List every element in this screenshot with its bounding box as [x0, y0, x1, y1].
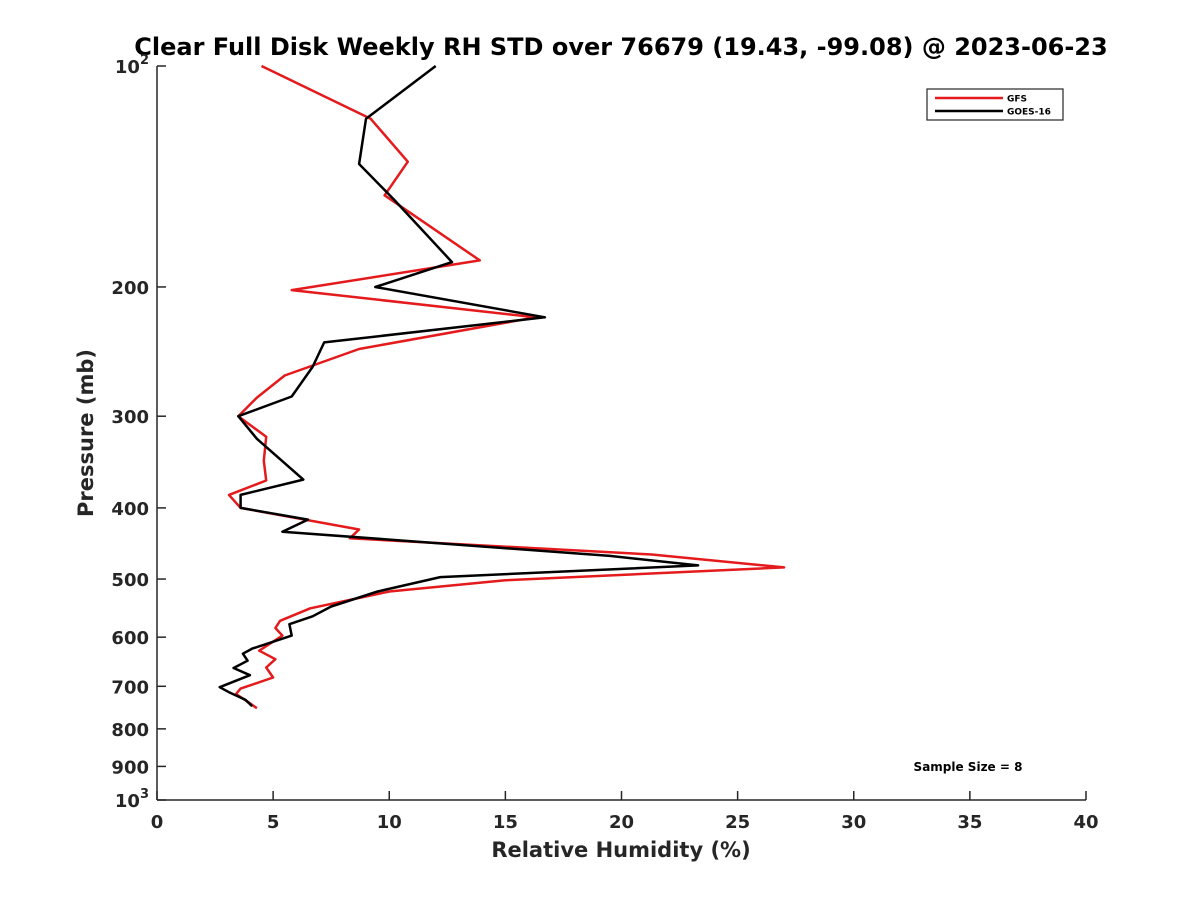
y-tick-exponent: 2 [140, 53, 149, 68]
legend-box [926, 88, 1064, 121]
sample-size-annotation: Sample Size = 8 [914, 760, 1023, 774]
y-tick-base: 10 [115, 791, 140, 812]
x-tick-label: 15 [493, 812, 518, 833]
y-tick-label: 300 [111, 407, 149, 428]
legend-label: GOES-16 [1007, 108, 1051, 118]
x-tick-label: 0 [151, 812, 164, 833]
y-tick-label: 700 [111, 677, 149, 698]
x-tick-label: 40 [1073, 812, 1098, 833]
x-axis: 0 5 10 15 20 25 30 35 40 [151, 791, 1099, 833]
x-axis-label: Relative Humidity (%) [491, 838, 750, 862]
legend-label: GFS [1007, 95, 1027, 105]
series-layer [218, 64, 786, 710]
y-tick-label: 800 [111, 720, 149, 741]
y-tick-label: 400 [111, 499, 149, 520]
y-tick-label: 103 [115, 787, 149, 812]
x-tick-label: 5 [267, 812, 280, 833]
y-tick-label: 200 [111, 278, 149, 299]
plot-area [156, 66, 1086, 801]
y-tick-base: 10 [115, 57, 140, 78]
y-tick-exponent: 3 [140, 787, 149, 802]
legend: GFS GOES-16 [926, 88, 1064, 121]
y-tick-label: 500 [111, 570, 149, 591]
x-tick-label: 35 [957, 812, 982, 833]
series-line-gfs [227, 64, 786, 710]
x-tick-label: 10 [377, 812, 402, 833]
chart-title: Clear Full Disk Weekly RH STD over 76679… [134, 33, 1107, 61]
y-tick-label: 600 [111, 628, 149, 649]
x-tick-label: 20 [609, 812, 634, 833]
series-line-goes-16 [218, 65, 700, 708]
y-tick-label: 102 [115, 53, 149, 78]
y-tick-label: 900 [111, 757, 149, 778]
x-tick-label: 30 [841, 812, 866, 833]
x-tick-label: 25 [725, 812, 750, 833]
y-axis-label: Pressure (mb) [74, 349, 98, 517]
